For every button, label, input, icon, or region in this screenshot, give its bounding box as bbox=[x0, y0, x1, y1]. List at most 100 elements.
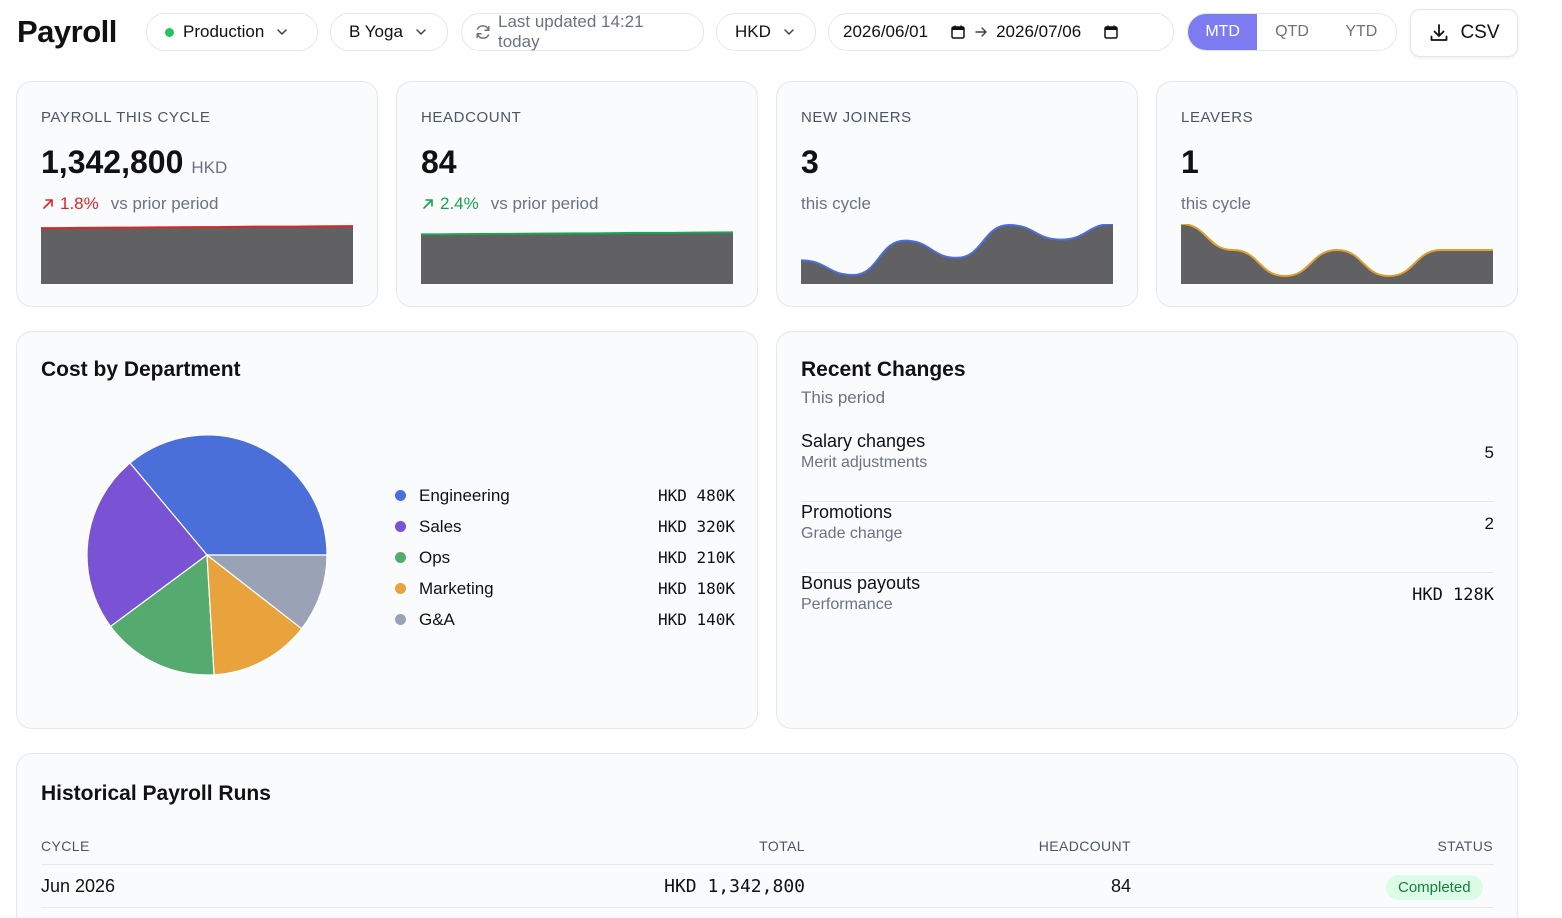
kpi-label: LEAVERS bbox=[1181, 109, 1254, 126]
status-badge: Completed bbox=[1386, 875, 1483, 900]
sparkline-line bbox=[41, 225, 353, 230]
pie-slice-engineering[interactable] bbox=[129, 434, 328, 556]
change-title: Bonus payouts bbox=[801, 573, 921, 593]
last-updated-text: Last updated 14:21 today bbox=[498, 12, 644, 51]
kpi-value: 1,342,800 HKD bbox=[41, 144, 228, 180]
legend-value: HKD 480K bbox=[657, 486, 735, 505]
pie-slice-ops[interactable] bbox=[109, 553, 215, 676]
table-divider bbox=[41, 864, 1494, 865]
legend-label: G&A bbox=[419, 609, 455, 629]
sparkline-line bbox=[801, 224, 1113, 276]
historical-payroll-card: Historical Payroll Runs CYCLE TOTAL HEAD… bbox=[16, 753, 1518, 918]
change-value: HKD 128K bbox=[1412, 585, 1494, 605]
sparkline bbox=[421, 231, 733, 284]
kpi-note: this cycle bbox=[1181, 194, 1251, 213]
top-bar: Payroll Production B Yoga Last updated 1… bbox=[0, 0, 1562, 66]
date-from-input[interactable]: 2026/06/01 bbox=[843, 22, 929, 41]
kpi-value: 1 bbox=[1181, 144, 1199, 180]
change-value: 5 bbox=[1484, 443, 1494, 462]
legend-swatch bbox=[395, 614, 406, 625]
panel-title: Historical Payroll Runs bbox=[41, 782, 271, 805]
column-header-headcount[interactable]: HEADCOUNT bbox=[1038, 838, 1131, 854]
arrow-up-right-icon bbox=[43, 199, 53, 209]
column-header-total[interactable]: TOTAL bbox=[759, 838, 805, 854]
kpi-label: HEADCOUNT bbox=[421, 109, 522, 126]
change-desc: Grade change bbox=[801, 525, 903, 542]
panel-subtitle: This period bbox=[801, 388, 886, 407]
legend-item[interactable]: G&A HKD 140K bbox=[395, 604, 735, 635]
period-mtd-button[interactable]: MTD bbox=[1188, 14, 1258, 50]
sparkline bbox=[41, 225, 353, 284]
cell-headcount: 84 bbox=[1110, 876, 1131, 896]
legend-item[interactable]: Engineering HKD 480K bbox=[395, 480, 735, 511]
delta-badge: 1.8% bbox=[41, 194, 99, 214]
legend-value: HKD 210K bbox=[657, 548, 735, 567]
legend-swatch bbox=[395, 583, 406, 594]
legend-swatch bbox=[395, 552, 406, 563]
pie-slice-marketing[interactable] bbox=[206, 553, 303, 676]
export-csv-label: CSV bbox=[1460, 22, 1500, 43]
sparkline bbox=[801, 224, 1113, 284]
date-to-input[interactable]: 2026/07/06 bbox=[996, 22, 1082, 41]
kpi-card-new-joiners: NEW JOINERS 3 this cycle bbox=[776, 81, 1138, 307]
legend-swatch bbox=[395, 521, 406, 532]
arrow-right-icon bbox=[974, 25, 988, 39]
department-pie-chart bbox=[86, 434, 328, 676]
kpi-note: this cycle bbox=[801, 194, 871, 213]
kpi-unit: HKD bbox=[191, 158, 228, 177]
legend-item[interactable]: Ops HKD 210K bbox=[395, 542, 735, 573]
change-desc: Performance bbox=[801, 596, 893, 613]
environment-status-dot bbox=[165, 27, 174, 37]
legend-label: Ops bbox=[419, 547, 451, 567]
sparkline-area bbox=[1181, 224, 1493, 284]
calendar-icon[interactable] bbox=[1103, 24, 1119, 40]
kpi-card-leavers: LEAVERS 1 this cycle bbox=[1156, 81, 1518, 307]
pie-slice-g-a[interactable] bbox=[205, 554, 328, 630]
export-csv-button[interactable]: CSV bbox=[1410, 9, 1518, 57]
change-title: Promotions bbox=[801, 502, 893, 522]
refresh-status[interactable]: Last updated 14:21 today bbox=[461, 12, 704, 51]
app-title: Payroll bbox=[17, 14, 117, 49]
download-icon bbox=[1428, 22, 1450, 44]
delta-note: vs prior period bbox=[110, 194, 219, 213]
chevron-down-icon bbox=[415, 26, 427, 38]
calendar-icon[interactable] bbox=[950, 24, 966, 40]
company-select[interactable]: B Yoga bbox=[330, 13, 448, 51]
date-range-picker[interactable]: 2026/06/01 2026/07/06 bbox=[828, 13, 1174, 51]
change-item-promotions[interactable]: Promotions Grade change 2 bbox=[801, 502, 1494, 573]
change-item-salary[interactable]: Salary changes Merit adjustments 5 bbox=[801, 431, 1494, 502]
chevron-down-icon bbox=[276, 26, 288, 38]
environment-select[interactable]: Production bbox=[146, 13, 318, 51]
change-item-bonus[interactable]: Bonus payouts Performance HKD 128K bbox=[801, 573, 1494, 644]
sparkline-line bbox=[1181, 224, 1493, 278]
table-divider bbox=[41, 907, 1494, 908]
period-ytd-button[interactable]: YTD bbox=[1345, 23, 1378, 40]
legend-swatch bbox=[395, 490, 406, 501]
kpi-card-payroll: PAYROLL THIS CYCLE 1,342,800 HKD 1.8% vs … bbox=[16, 81, 378, 307]
recent-changes-card: Recent Changes This period Salary change… bbox=[776, 331, 1518, 729]
environment-label: Production bbox=[183, 22, 265, 41]
arrow-up-right-icon bbox=[423, 199, 433, 209]
legend-value: HKD 180K bbox=[657, 579, 735, 598]
currency-select[interactable]: HKD bbox=[716, 13, 816, 51]
sparkline bbox=[1181, 224, 1493, 284]
column-header-status[interactable]: STATUS bbox=[1437, 838, 1493, 854]
column-header-cycle[interactable]: CYCLE bbox=[41, 838, 90, 854]
legend-item[interactable]: Marketing HKD 180K bbox=[395, 573, 735, 604]
delta-note: vs prior period bbox=[490, 194, 599, 213]
sparkline-line bbox=[421, 231, 733, 236]
legend-item[interactable]: Sales HKD 320K bbox=[395, 511, 735, 542]
panel-title: Cost by Department bbox=[41, 358, 241, 381]
cost-by-department-card: Cost by Department Engineering HKD 480K Sa… bbox=[16, 331, 758, 729]
change-desc: Merit adjustments bbox=[801, 454, 928, 471]
legend-label: Marketing bbox=[419, 578, 494, 598]
period-qtd-button[interactable]: QTD bbox=[1275, 23, 1309, 40]
change-title: Salary changes bbox=[801, 431, 926, 451]
legend-value: HKD 320K bbox=[657, 517, 735, 536]
delta-badge: 2.4% bbox=[421, 194, 479, 214]
currency-label: HKD bbox=[735, 22, 771, 41]
panel-title: Recent Changes bbox=[801, 358, 966, 381]
pie-slice-sales[interactable] bbox=[86, 462, 208, 628]
legend-value: HKD 140K bbox=[657, 610, 735, 629]
change-value: 2 bbox=[1484, 514, 1494, 533]
